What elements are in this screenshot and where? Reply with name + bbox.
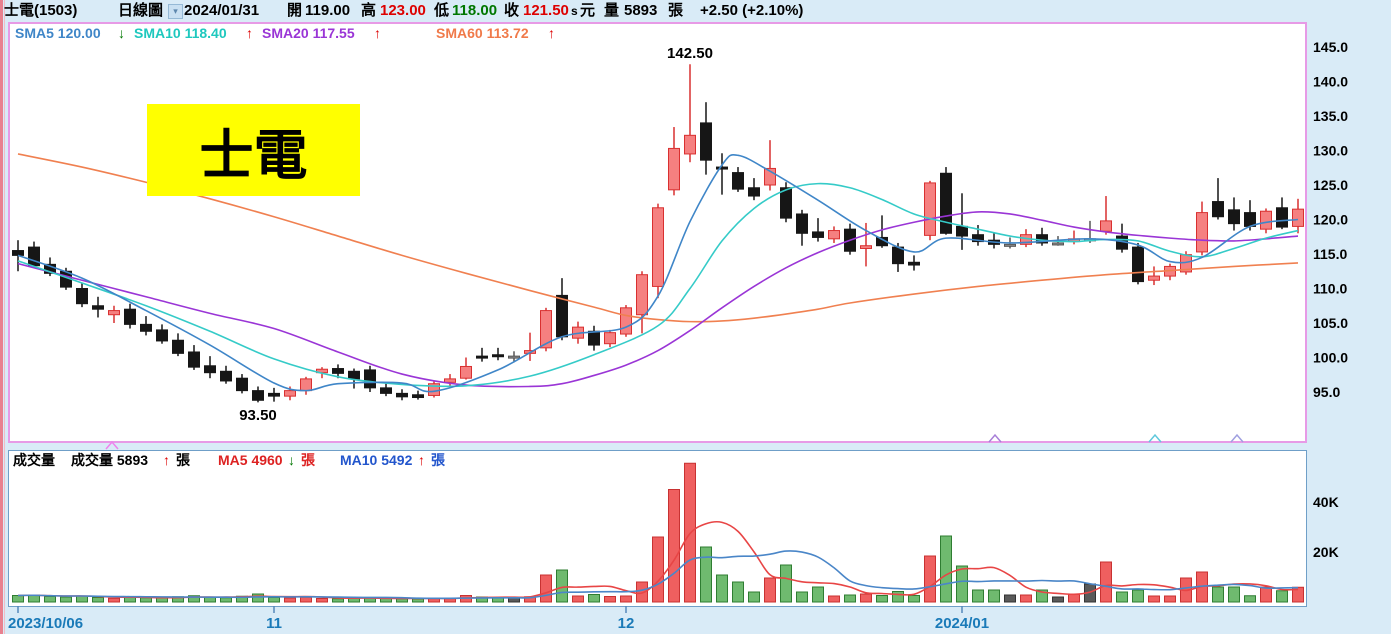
open-label: 開 bbox=[287, 2, 303, 19]
window-left-edge-inner bbox=[4, 0, 5, 634]
svg-text:95.0: 95.0 bbox=[1313, 384, 1340, 400]
volume-today-arrow-icon: ↑ bbox=[163, 452, 170, 468]
quote-date: 2024/01/31 bbox=[184, 2, 260, 19]
window-left-edge bbox=[0, 0, 3, 634]
volume-today-legend: 成交量 5893 bbox=[71, 452, 149, 468]
change-value: +2.50 (+2.10%) bbox=[700, 2, 804, 19]
svg-text:140.0: 140.0 bbox=[1313, 74, 1348, 90]
svg-text:20K: 20K bbox=[1313, 544, 1339, 560]
svg-text:12: 12 bbox=[618, 615, 635, 632]
unit-label: 元 bbox=[580, 2, 596, 19]
svg-text:11: 11 bbox=[266, 615, 282, 632]
stock-name-callout: 士電 bbox=[147, 104, 360, 196]
low-label: 低 bbox=[434, 2, 450, 19]
svg-text:125.0: 125.0 bbox=[1313, 177, 1348, 193]
volume-today-unit: 張 bbox=[176, 452, 190, 468]
svg-text:130.0: 130.0 bbox=[1313, 143, 1348, 159]
unit-s: s bbox=[571, 4, 578, 18]
svg-text:105.0: 105.0 bbox=[1313, 315, 1348, 331]
sma60-arrow-icon: ↑ bbox=[548, 25, 555, 41]
sma20-legend: SMA20 117.55 bbox=[262, 25, 355, 41]
price-sma-legend: SMA5 120.00 ↓ SMA10 118.40 ↑ SMA20 117.5… bbox=[0, 25, 1391, 42]
sma5-arrow-icon: ↓ bbox=[118, 25, 125, 41]
volume-unit: 張 bbox=[668, 2, 684, 19]
svg-text:115.0: 115.0 bbox=[1313, 246, 1347, 262]
sma10-arrow-icon: ↑ bbox=[246, 25, 253, 41]
svg-text:120.0: 120.0 bbox=[1313, 212, 1348, 228]
sma10-legend: SMA10 118.40 bbox=[134, 25, 227, 41]
quote-header: 士電(1503) 日線圖 2024/01/31 開 119.00 高 123.0… bbox=[0, 0, 1391, 22]
chart-type-label[interactable]: 日線圖 bbox=[118, 2, 164, 19]
high-value: 123.00 bbox=[380, 2, 426, 19]
volume-ma5-unit: 張 bbox=[301, 452, 315, 468]
close-value: 121.50 bbox=[523, 2, 569, 19]
low-value: 118.00 bbox=[452, 2, 498, 19]
svg-text:145.0: 145.0 bbox=[1313, 39, 1348, 55]
svg-text:110.0: 110.0 bbox=[1313, 281, 1347, 297]
svg-text:93.50: 93.50 bbox=[239, 407, 277, 424]
svg-text:142.50: 142.50 bbox=[667, 45, 713, 62]
svg-text:40K: 40K bbox=[1313, 494, 1339, 510]
volume-ma10-arrow-icon: ↑ bbox=[418, 452, 425, 468]
svg-text:2023/10/06: 2023/10/06 bbox=[8, 615, 83, 632]
volume-ma10-unit: 張 bbox=[431, 452, 445, 468]
volume-label: 量 bbox=[604, 2, 620, 19]
chevron-down-icon[interactable]: ▾ bbox=[168, 4, 183, 19]
sma20-arrow-icon: ↑ bbox=[374, 25, 381, 41]
open-value: 119.00 bbox=[305, 2, 351, 19]
volume-pane-title: 成交量 bbox=[13, 452, 55, 468]
close-label: 收 bbox=[504, 2, 520, 19]
svg-text:2024/01: 2024/01 bbox=[935, 615, 989, 632]
volume-ma5-legend: MA5 4960 bbox=[218, 452, 283, 468]
volume-legend: 成交量 成交量 5893 ↑ 張 MA5 4960 ↓ 張 MA10 5492 … bbox=[0, 452, 1391, 469]
volume-ma5-arrow-icon: ↓ bbox=[288, 452, 295, 468]
sma5-legend: SMA5 120.00 bbox=[15, 25, 101, 41]
sma60-legend: SMA60 113.72 bbox=[436, 25, 529, 41]
volume-ma10-legend: MA10 5492 bbox=[340, 452, 413, 468]
svg-text:100.0: 100.0 bbox=[1313, 350, 1348, 366]
symbol-name: 士電(1503) bbox=[4, 2, 78, 19]
high-label: 高 bbox=[361, 2, 377, 19]
volume-value: 5893 bbox=[624, 2, 658, 19]
svg-text:135.0: 135.0 bbox=[1313, 108, 1348, 124]
